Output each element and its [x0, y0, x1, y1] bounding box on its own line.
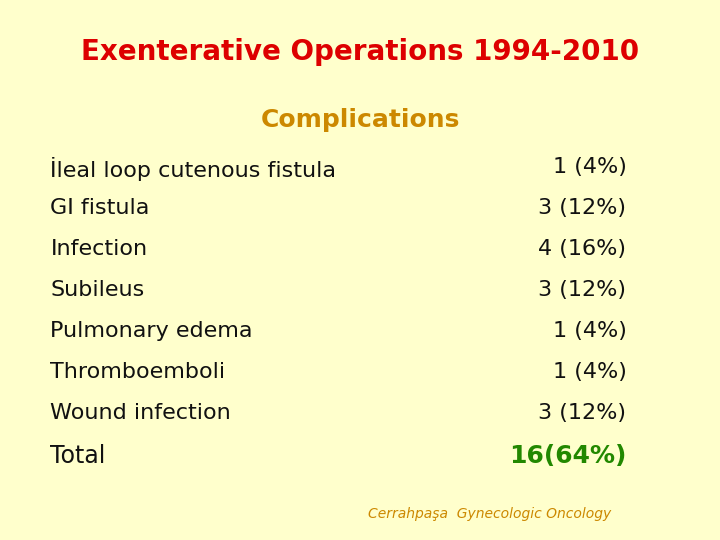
Text: 1 (4%): 1 (4%) — [552, 362, 626, 382]
Text: GI fistula: GI fistula — [50, 198, 150, 218]
Text: 3 (12%): 3 (12%) — [539, 198, 626, 218]
Text: Total: Total — [50, 444, 106, 468]
Text: Pulmonary edema: Pulmonary edema — [50, 321, 253, 341]
Text: 1 (4%): 1 (4%) — [552, 157, 626, 177]
Text: Thromboemboli: Thromboemboli — [50, 362, 225, 382]
Text: Exenterative Operations 1994-2010: Exenterative Operations 1994-2010 — [81, 38, 639, 66]
Text: Wound infection: Wound infection — [50, 403, 231, 423]
Text: İleal loop cutenous fistula: İleal loop cutenous fistula — [50, 157, 336, 180]
Text: Infection: Infection — [50, 239, 148, 259]
Text: Subileus: Subileus — [50, 280, 145, 300]
Text: 3 (12%): 3 (12%) — [539, 280, 626, 300]
Text: 16(64%): 16(64%) — [509, 444, 626, 468]
Text: 3 (12%): 3 (12%) — [539, 403, 626, 423]
Text: Complications: Complications — [261, 108, 459, 132]
Text: 1 (4%): 1 (4%) — [552, 321, 626, 341]
Text: Cerrahpaşa  Gynecologic Oncology: Cerrahpaşa Gynecologic Oncology — [368, 507, 611, 521]
Text: 4 (16%): 4 (16%) — [539, 239, 626, 259]
